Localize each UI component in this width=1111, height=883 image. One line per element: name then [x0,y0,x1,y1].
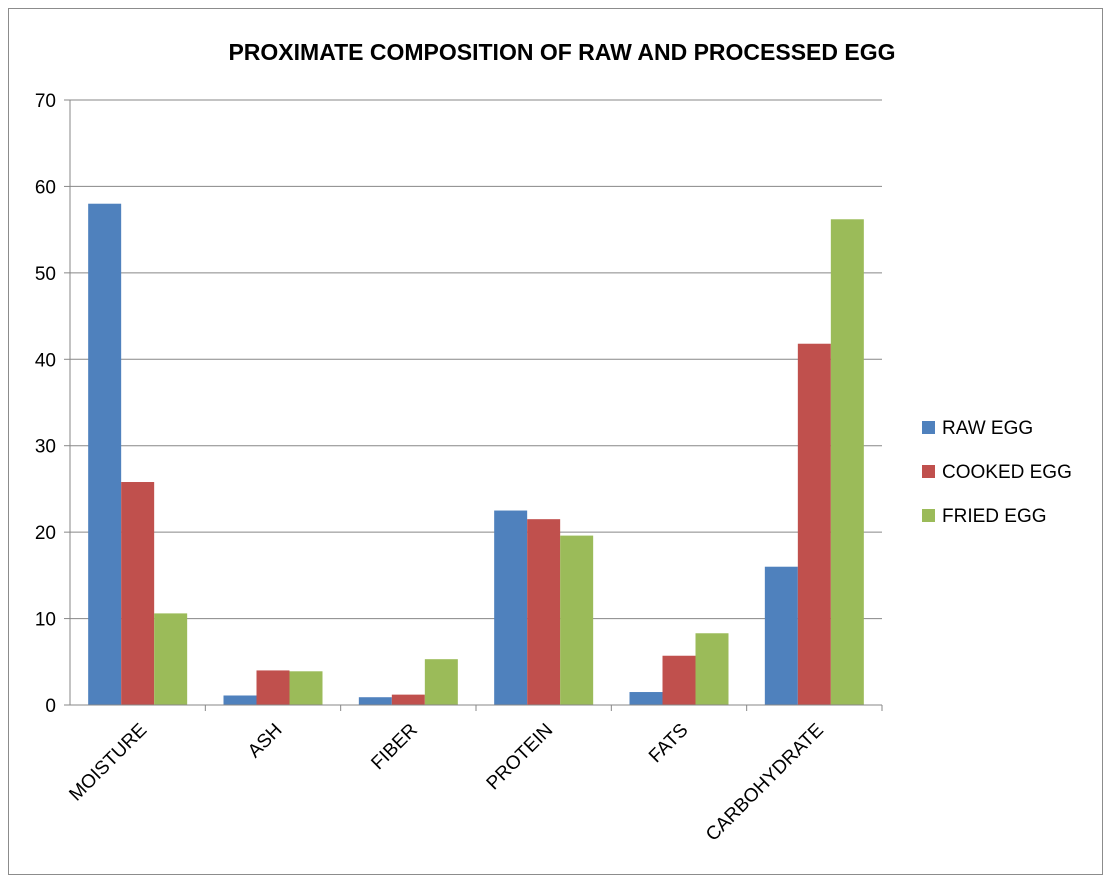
bar-fried-egg-moisture [154,613,188,705]
bar-fried-egg-fats [695,633,729,705]
bar-fried-egg-ash [289,671,323,705]
bars [88,203,864,705]
bar-raw-egg-ash [223,695,257,705]
y-tick-label: 60 [35,177,56,198]
bar-raw-egg-carbohydrate [764,566,798,705]
bar-raw-egg-protein [494,510,528,705]
bar-cooked-egg-carbohydrate [797,343,831,705]
x-tick-label: FIBER [367,720,421,774]
x-tick-label: ASH [244,720,286,762]
bar-fried-egg-carbohydrate [830,219,864,705]
axes: 0 10 20 30 40 50 60 70 MOISTURE ASH FIBER PROTEIN FA… [35,91,883,846]
chart-frame [8,8,1103,875]
x-tick-label: MOISTURE [65,720,151,806]
bar-cooked-egg-protein [527,519,561,705]
bar-raw-egg-moisture [88,203,122,705]
gridlines [70,99,882,620]
y-tick-label: 50 [35,264,56,285]
chart-title: PROXIMATE COMPOSITION OF RAW AND PROCESS… [228,39,895,65]
bar-cooked-egg-moisture [121,482,155,705]
bar-raw-egg-fiber [358,697,392,705]
y-tick-label: 20 [35,523,56,544]
bar-fried-egg-protein [560,535,594,705]
bar-fried-egg-fiber [424,659,458,705]
legend-label: COOKED EGG [942,462,1072,483]
bar-cooked-egg-ash [256,670,290,705]
x-tick-label: FATS [645,720,692,767]
legend-label: FRIED EGG [942,506,1047,527]
x-tick-label: CARBOHYDRATE [702,720,828,846]
bar-raw-egg-fats [629,692,663,705]
legend-label: RAW EGG [942,418,1033,439]
legend-swatch [922,421,935,434]
bar-cooked-egg-fats [662,655,696,705]
x-tick-label: PROTEIN [483,720,558,795]
y-tick-label: 70 [35,91,56,112]
y-tick-label: 30 [35,437,56,458]
legend: RAW EGG COOKED EGG FRIED EGG [922,418,1072,527]
bar-cooked-egg-fiber [391,694,425,705]
legend-swatch [922,465,935,478]
y-tick-label: 40 [35,350,56,371]
y-tick-label: 10 [35,610,56,631]
legend-swatch [922,509,935,522]
y-tick-label: 0 [45,696,56,717]
